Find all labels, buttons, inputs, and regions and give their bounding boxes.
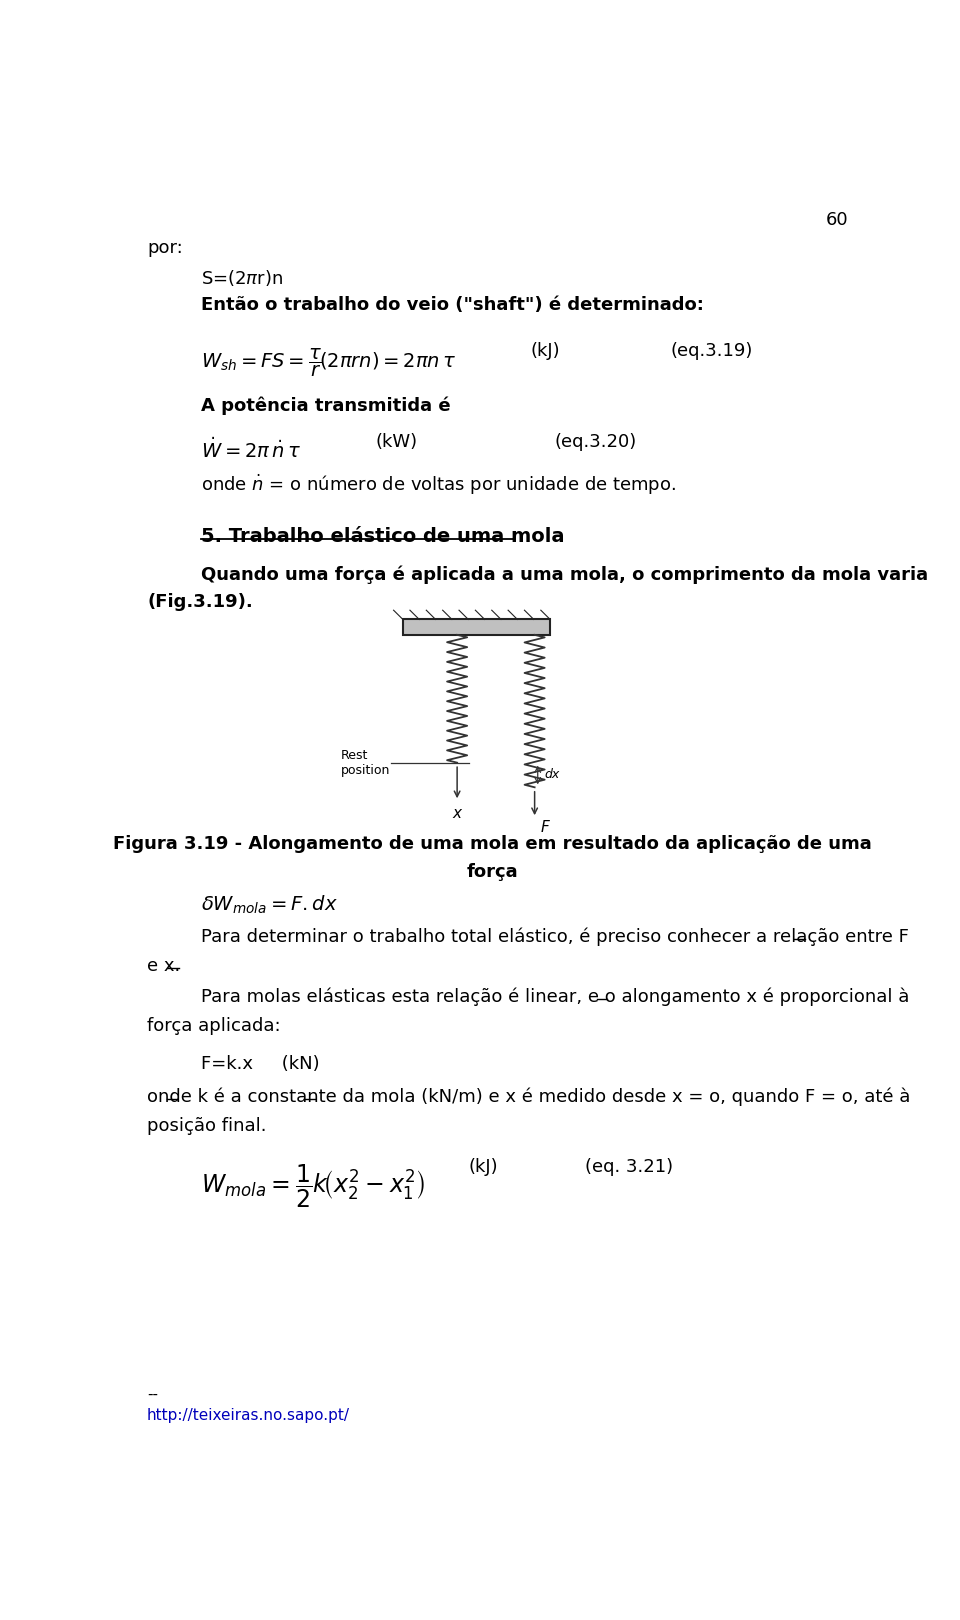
- Text: por:: por:: [147, 240, 182, 258]
- Text: Quando uma força é aplicada a uma mola, o comprimento da mola varia: Quando uma força é aplicada a uma mola, …: [202, 565, 928, 585]
- Text: Para molas elásticas esta relação é linear, e o alongamento x é proporcional à: Para molas elásticas esta relação é line…: [202, 988, 910, 1006]
- Text: (kW): (kW): [375, 433, 418, 450]
- Text: posição final.: posição final.: [147, 1116, 267, 1136]
- Text: Para determinar o trabalho total elástico, é preciso conhecer a relação entre F: Para determinar o trabalho total elástic…: [202, 927, 909, 946]
- Text: S=(2$\pi$r)n: S=(2$\pi$r)n: [202, 267, 283, 288]
- Text: onde k é a constante da mola (kN/m) e x é medido desde x = o, quando F = o, até : onde k é a constante da mola (kN/m) e x …: [147, 1087, 910, 1106]
- Text: força aplicada:: força aplicada:: [147, 1017, 280, 1035]
- Text: (Fig.3.19).: (Fig.3.19).: [147, 593, 252, 611]
- Text: (eq. 3.21): (eq. 3.21): [585, 1158, 673, 1176]
- Text: F=k.x     (kN): F=k.x (kN): [202, 1055, 320, 1074]
- Text: $\dot{W} = 2\pi\,\dot{n}\,\tau$: $\dot{W} = 2\pi\,\dot{n}\,\tau$: [202, 437, 301, 462]
- Text: (eq.3.20): (eq.3.20): [554, 433, 636, 450]
- Text: --: --: [147, 1387, 158, 1401]
- Text: http://teixeiras.no.sapo.pt/: http://teixeiras.no.sapo.pt/: [147, 1408, 350, 1422]
- Text: A potência transmitida é: A potência transmitida é: [202, 397, 451, 415]
- FancyBboxPatch shape: [403, 619, 550, 635]
- Text: Rest
position: Rest position: [341, 748, 391, 776]
- Text: $\delta W_{mola} = F.dx$: $\delta W_{mola} = F.dx$: [202, 894, 338, 915]
- Text: F: F: [540, 820, 549, 834]
- Text: Então o trabalho do veio ("shaft") é determinado:: Então o trabalho do veio ("shaft") é det…: [202, 296, 705, 314]
- Text: dx: dx: [544, 768, 559, 781]
- Text: 5. Trabalho elástico de uma mola: 5. Trabalho elástico de uma mola: [202, 526, 564, 546]
- Text: força: força: [467, 863, 517, 881]
- Text: (kJ): (kJ): [531, 342, 561, 360]
- Text: $W_{sh} = FS = \dfrac{\tau}{r}\!\left(2\pi rn\right) = 2\pi n\,\tau$: $W_{sh} = FS = \dfrac{\tau}{r}\!\left(2\…: [202, 347, 457, 379]
- Text: onde $\dot{n}$ = o número de voltas por unidade de tempo.: onde $\dot{n}$ = o número de voltas por …: [202, 473, 677, 497]
- Text: $W_{mola} = \dfrac{1}{2}k\!\left(x_2^2 - x_1^2\right)$: $W_{mola} = \dfrac{1}{2}k\!\left(x_2^2 -…: [202, 1163, 425, 1210]
- Text: (eq.3.19): (eq.3.19): [670, 342, 753, 360]
- Text: e x.: e x.: [147, 957, 180, 975]
- Text: 60: 60: [826, 211, 849, 230]
- Text: Figura 3.19 - Alongamento de uma mola em resultado da aplicação de uma: Figura 3.19 - Alongamento de uma mola em…: [112, 834, 872, 854]
- Text: x: x: [452, 805, 462, 821]
- Text: (kJ): (kJ): [468, 1158, 498, 1176]
